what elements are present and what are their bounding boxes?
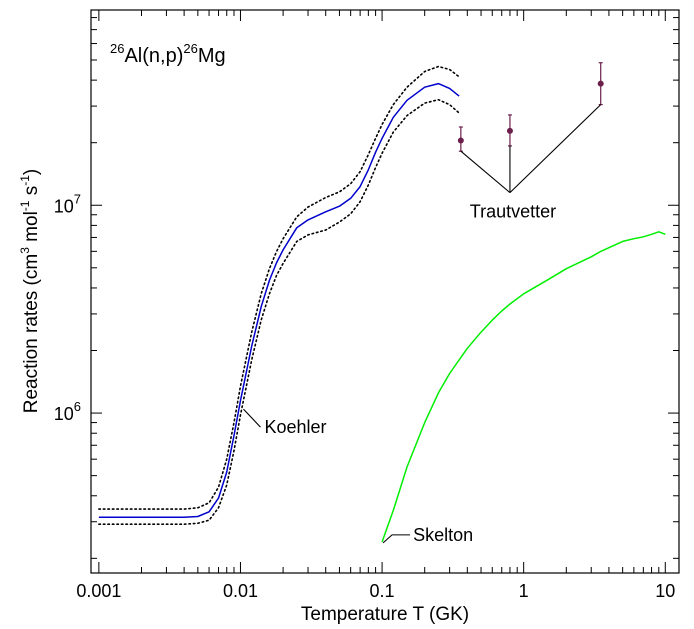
trautvetter-leader-0	[460, 150, 511, 194]
x-tick-label-2: 0.1	[370, 581, 395, 601]
title-sup-1: 26	[110, 41, 124, 56]
chart-title: 26Al(n,p)26Mg	[110, 41, 226, 67]
ylabel-part-2: mol	[21, 211, 42, 247]
points-group	[457, 62, 604, 152]
series-line-skelton	[381, 231, 666, 543]
trautvetter-point-0	[457, 137, 464, 144]
ylabel-sup-3: -1	[18, 175, 32, 186]
series-line-koehler-upper	[98, 65, 460, 510]
ylabel-part-4: )	[21, 169, 42, 175]
title-main-2: Mg	[198, 45, 226, 67]
series-group	[98, 65, 666, 543]
title-sup-2: 26	[183, 41, 197, 56]
trautvetter-leader-2	[509, 104, 602, 194]
y-axis-title: Reaction rates (cm3 mol-1 s-1)	[18, 169, 42, 414]
y-tick-label-0: 106	[54, 399, 81, 424]
annotation-group: Trautvetter Koehler Skelton	[243, 104, 602, 545]
x-tick-label-1: 0.01	[223, 581, 258, 601]
annotation-koehler: Koehler	[264, 417, 326, 437]
ylabel-sup-2: -1	[18, 200, 32, 211]
series-line-koehler	[98, 82, 460, 519]
ylabel-part-3: s	[21, 186, 42, 201]
trautvetter-point-2	[597, 80, 604, 87]
series-line-koehler-lower	[98, 98, 460, 526]
title-main-1: Al(n,p)	[124, 45, 183, 67]
annotation-skelton: Skelton	[413, 525, 473, 545]
koehler-leader	[243, 408, 261, 428]
x-tick-label-3: 1	[519, 581, 529, 601]
y-tick-label-1: 107	[54, 191, 81, 216]
trautvetter-point-1	[506, 127, 513, 134]
plot-frame	[90, 9, 680, 574]
ylabel-sup-1: 3	[18, 247, 32, 254]
ylabel-part-1: Reaction rates (cm	[21, 254, 42, 413]
x-axis-title: Temperature T (GK)	[301, 604, 469, 625]
axis-ticks: 0.001 0.01 0.1 1 10 106 107	[54, 10, 679, 601]
skelton-leader	[382, 534, 411, 544]
x-tick-label-4: 10	[655, 581, 675, 601]
x-tick-label-0: 0.001	[76, 581, 121, 601]
annotation-trautvetter: Trautvetter	[470, 202, 556, 222]
